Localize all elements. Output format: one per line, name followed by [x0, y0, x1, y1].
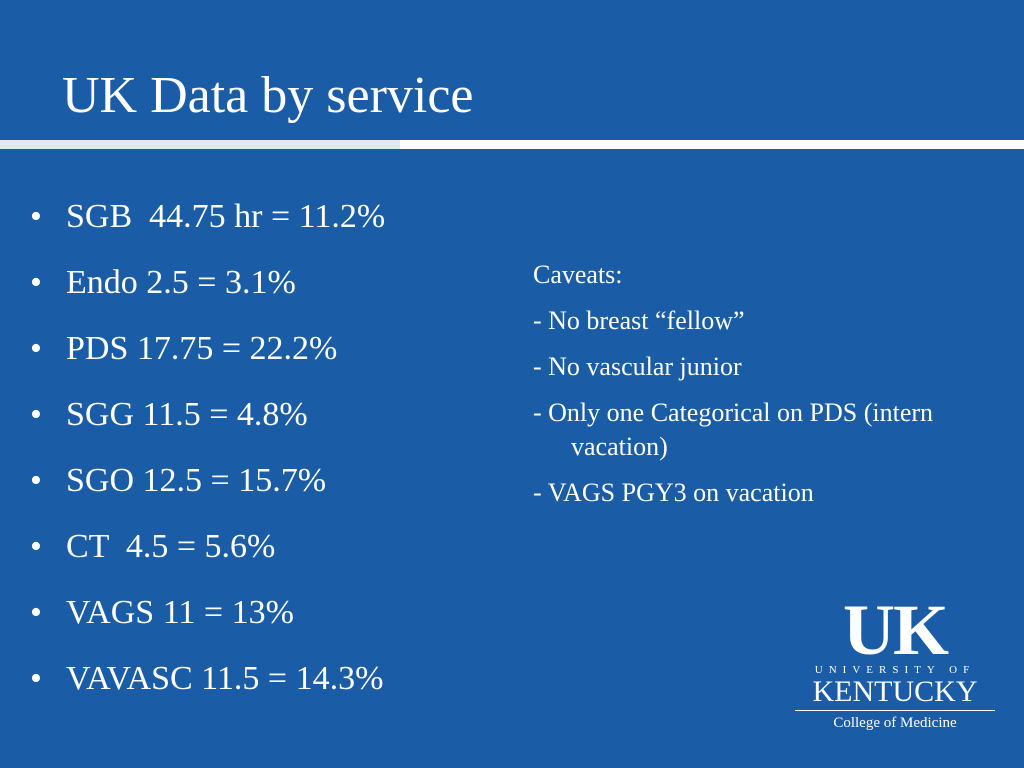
- caveat-item: - VAGS PGY3 on vacation: [533, 478, 814, 507]
- bullet-item: SGB 44.75 hr = 11.2%: [30, 198, 385, 264]
- title-rule: [0, 140, 1024, 149]
- logo-line: KENTUCKY: [795, 676, 995, 711]
- logo-line: UNIVERSITY OF: [814, 664, 976, 676]
- caveat-item: - No vascular junior: [533, 352, 742, 381]
- bullet-item: Endo 2.5 = 3.1%: [30, 264, 385, 330]
- caveat-item: - Only one Categorical on PDS (intern va…: [533, 398, 934, 461]
- logo: UK UNIVERSITY OF KENTUCKY College of Med…: [795, 590, 995, 732]
- caveat-item: - No breast “fellow”: [533, 306, 745, 335]
- bullet-item: SGG 11.5 = 4.8%: [30, 396, 385, 462]
- logo-line: College of Medicine: [833, 715, 957, 731]
- logo-mark: UK: [843, 590, 949, 670]
- bullet-list: SGB 44.75 hr = 11.2%Endo 2.5 = 3.1%PDS 1…: [30, 198, 385, 726]
- bullet-item: PDS 17.75 = 22.2%: [30, 330, 385, 396]
- slide-title: UK Data by service: [62, 67, 474, 124]
- bullet-item: VAVASC 11.5 = 14.3%: [30, 660, 385, 726]
- bullet-item: SGO 12.5 = 15.7%: [30, 462, 385, 528]
- bullet-item: CT 4.5 = 5.6%: [30, 528, 385, 594]
- caveats-heading: Caveats:: [533, 260, 623, 289]
- title-rule-accent: [0, 140, 400, 149]
- caveats: Caveats: - No breast “fellow” - No vascul…: [533, 258, 963, 522]
- bullet-item: VAGS 11 = 13%: [30, 594, 385, 660]
